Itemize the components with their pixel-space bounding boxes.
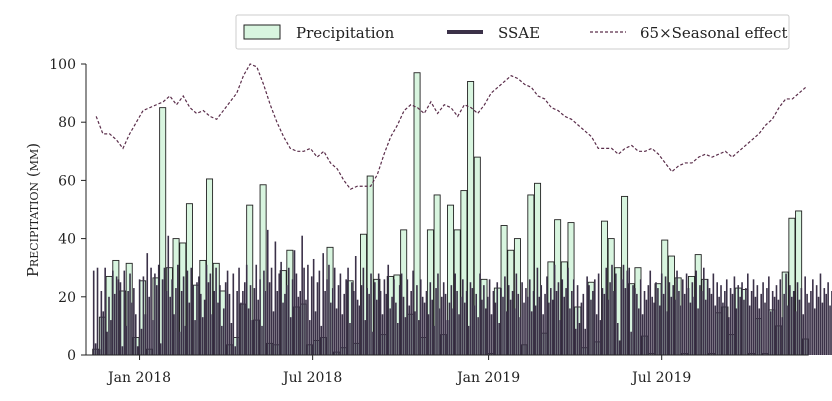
y-tick-label: 40 xyxy=(58,232,76,248)
y-tick-label: 100 xyxy=(49,57,76,73)
y-axis-ticks: 0 20 40 60 80 100 xyxy=(49,57,86,364)
legend-ssae-label: SSAE xyxy=(498,24,540,42)
legend-precip-label: Precipitation xyxy=(296,24,395,42)
x-tick-label: Jan 2019 xyxy=(455,370,520,386)
legend-precip-swatch xyxy=(243,24,281,40)
seasonal-effect-line xyxy=(95,63,807,190)
x-tick-label: Jul 2018 xyxy=(281,370,342,386)
legend: Precipitation SSAE 65×Seasonal effect xyxy=(235,14,790,50)
precip-bar xyxy=(366,175,374,356)
legend-seasonal-label: 65×Seasonal effect xyxy=(640,24,788,42)
x-tick-label: Jan 2018 xyxy=(106,370,171,386)
legend-box xyxy=(235,14,790,50)
y-tick-label: 60 xyxy=(58,173,76,189)
ssae-lines xyxy=(92,229,832,355)
x-tick-label: Jul 2019 xyxy=(630,370,691,386)
x-axis-ticks: Jan 2018 Jul 2018 Jan 2019 Jul 2019 xyxy=(106,355,691,386)
y-tick-label: 80 xyxy=(58,115,76,131)
y-axis-label: Precipitation (mm) xyxy=(24,143,42,277)
y-tick-label: 20 xyxy=(58,290,76,306)
y-tick-label: 0 xyxy=(67,348,76,364)
